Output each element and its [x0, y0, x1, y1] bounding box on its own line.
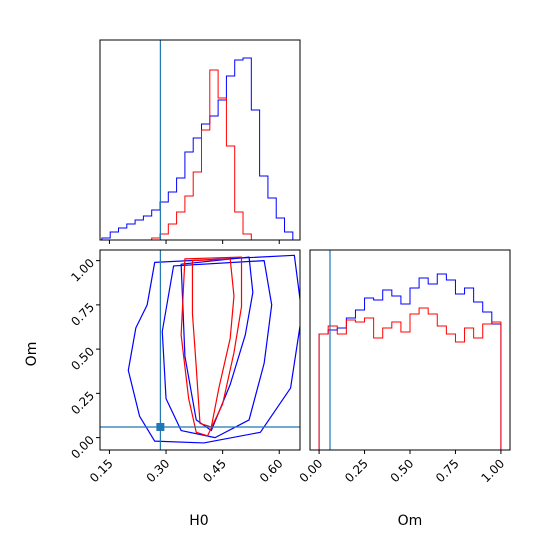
- contour-series-1-level-1: [127, 254, 300, 444]
- hist-om-series-2-line: [318, 307, 502, 450]
- contour-series-2-level-2: [191, 258, 235, 428]
- contour-truth-marker: [156, 422, 165, 431]
- y-axis-label-om: Om: [24, 342, 40, 367]
- hist-h0-series-1-line: [101, 57, 294, 240]
- contour-series-1-level-3: [180, 256, 254, 432]
- contour-series-2-level-1: [180, 256, 243, 437]
- contour-frame: [99, 249, 301, 451]
- x-axis-label-om: Om: [398, 513, 423, 529]
- contour-plot-area: [100, 250, 300, 450]
- hist-h0-frame: [99, 39, 301, 241]
- contour-series-1-level-2: [161, 260, 273, 439]
- panel-hist-h0: [99, 39, 301, 244]
- x-axis-label-h0: H0: [189, 513, 208, 529]
